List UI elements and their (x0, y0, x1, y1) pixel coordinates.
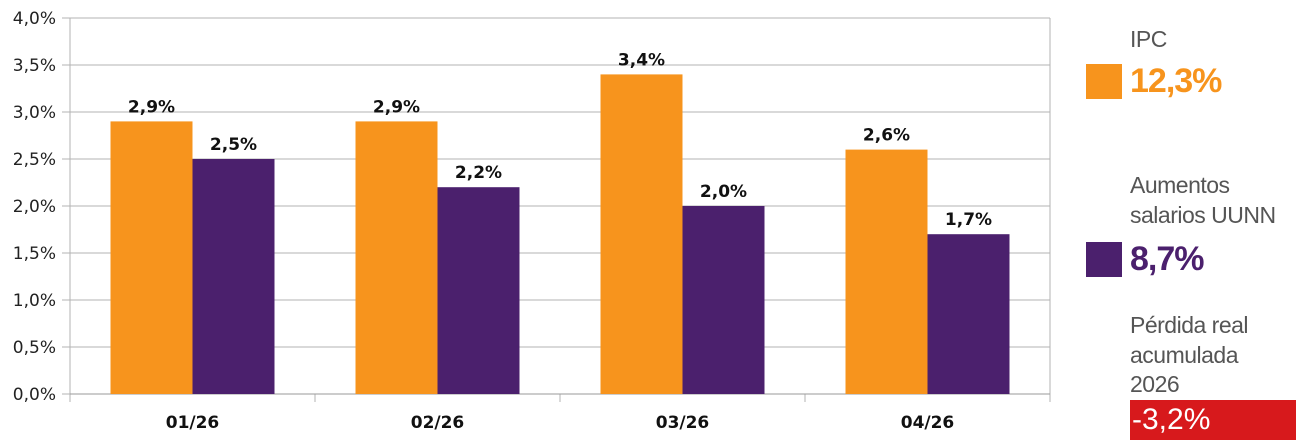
y-tick-label: 0,5% (13, 338, 56, 358)
bar-chart: 0,0% 0,5% 1,0% 1,5% 2,0% 2,5% 3,0% 3,5% 4,0% 2,9… (13, 9, 1051, 433)
y-tick-label: 0,0% (13, 385, 56, 405)
y-tick-label: 2,0% (13, 197, 56, 217)
legend-salarios-row: 8,7% (1086, 240, 1204, 279)
legend-salarios-label-1: Aumentos (1130, 172, 1230, 198)
legend-ipc-swatch (1086, 64, 1122, 99)
bar (355, 121, 438, 395)
y-tick-label: 2,5% (13, 150, 56, 170)
y-tick-label: 3,5% (13, 56, 56, 76)
bar-value-label: 2,9% (373, 97, 420, 117)
y-tick-label: 4,0% (13, 9, 56, 29)
legend-ipc-row: 12,3% (1086, 62, 1222, 101)
bar-value-label: 1,7% (945, 210, 992, 230)
bar (682, 206, 765, 394)
bar (110, 121, 193, 395)
bar-value-label: 2,5% (210, 135, 257, 155)
bar-value-label: 2,9% (128, 97, 175, 117)
bar-value-label: 2,2% (455, 163, 502, 183)
x-category-label: 01/26 (166, 413, 220, 433)
bar-value-label: 2,0% (700, 182, 747, 202)
x-category-label: 02/26 (411, 413, 465, 433)
legend-ipc-value: 12,3% (1130, 62, 1222, 100)
x-category-label: 03/26 (656, 413, 710, 433)
bar (600, 74, 683, 395)
bar (845, 149, 928, 394)
y-tick-label: 1,0% (13, 291, 56, 311)
legend-salarios-value: 8,7% (1130, 240, 1204, 278)
y-tick-label: 3,0% (13, 103, 56, 123)
x-category-label: 04/26 (901, 413, 955, 433)
legend-perdida-label-1: Pérdida real (1130, 312, 1249, 338)
legend-perdida-value: -3,2% (1130, 400, 1296, 440)
legend-salarios-swatch (1086, 242, 1122, 277)
x-axis-categories: 01/26 02/26 03/26 04/26 (166, 413, 955, 433)
legend-perdida-label-3: 2026 (1130, 371, 1180, 397)
legend-salarios-label-2: salarios UUNN (1130, 202, 1276, 228)
bars (110, 74, 1010, 395)
bar (927, 234, 1010, 394)
y-tick-label: 1,5% (13, 244, 56, 264)
legend-panel: IPC 12,3% Aumentos salarios UUNN 8,7% Pé… (1086, 0, 1300, 446)
bar (192, 159, 275, 394)
y-axis-ticks: 0,0% 0,5% 1,0% 1,5% 2,0% 2,5% 3,0% 3,5% 4,0% (13, 9, 56, 405)
legend-ipc-label: IPC (1130, 26, 1167, 52)
data-labels: 2,9% 2,5% 2,9% 2,2% 3,4% 2,0% 2,6% 1,7% (128, 50, 992, 230)
bar-value-label: 2,6% (863, 126, 910, 146)
legend-perdida-label-2: acumulada (1130, 342, 1239, 368)
bar-value-label: 3,4% (618, 50, 665, 70)
bar (437, 187, 520, 394)
